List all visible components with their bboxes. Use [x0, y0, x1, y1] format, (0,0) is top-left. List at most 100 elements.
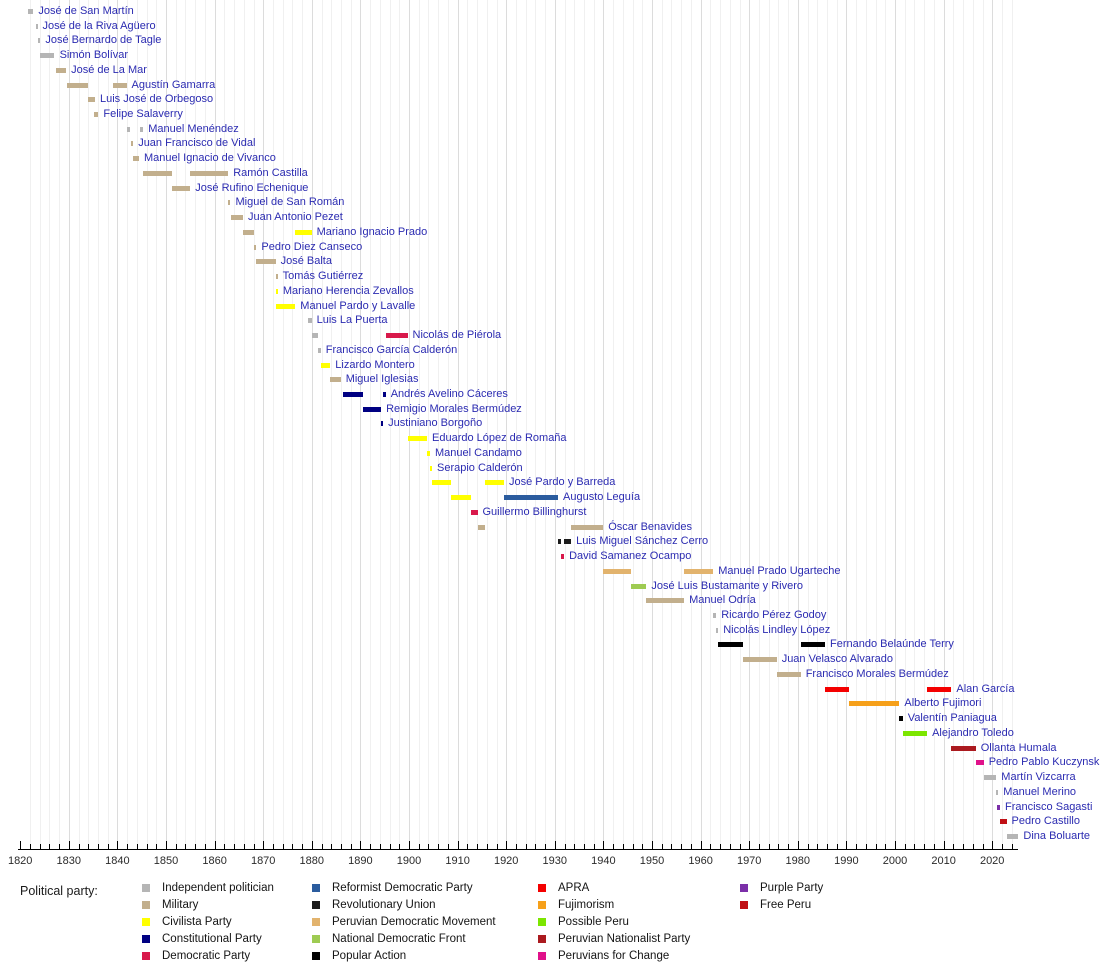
axis-tick-major	[457, 841, 459, 849]
president-label[interactable]: Óscar Benavides	[608, 520, 692, 533]
president-label[interactable]: Manuel Odría	[689, 594, 756, 607]
president-label[interactable]: Alan García	[956, 682, 1015, 695]
president-label[interactable]: Mariano Herencia Zevallos	[282, 284, 414, 297]
president-label[interactable]: Nicolás Lindley López	[723, 623, 831, 636]
president-label[interactable]: Francisco García Calderón	[325, 343, 458, 356]
term-bar	[228, 200, 231, 206]
gridline	[584, 0, 585, 849]
president-label[interactable]: José Balta	[280, 255, 332, 268]
president-label[interactable]: Fernando Belaúnde Terry	[830, 638, 954, 651]
president-label[interactable]: Miguel Iglesias	[345, 373, 419, 386]
president-label[interactable]: Manuel Merino	[1003, 785, 1077, 798]
president-label[interactable]: José de San Martín	[38, 4, 134, 17]
president-label[interactable]: Mariano Ignacio Prado	[316, 225, 428, 238]
gridline	[175, 0, 177, 849]
term-bar	[800, 642, 825, 648]
term-bar	[308, 318, 312, 324]
axis-tick-minor	[953, 844, 955, 849]
president-label[interactable]: Felipe Salaverry	[103, 108, 183, 120]
president-label[interactable]: Lizardo Montero	[335, 358, 415, 371]
axis-tick-minor	[739, 844, 741, 849]
axis-tick-major	[700, 841, 702, 849]
president-label[interactable]: Juan Antonio Pezet	[248, 211, 343, 224]
president-label[interactable]: Juan Francisco de Vidal	[138, 137, 256, 150]
gridline	[78, 0, 80, 849]
president-label[interactable]: Juan Velasco Alvarado	[781, 653, 893, 666]
term-bar	[975, 760, 984, 766]
president-label[interactable]: José Pardo y Barreda	[509, 476, 616, 489]
legend-item-label: Peruvian Nationalist Party	[558, 933, 691, 945]
president-label[interactable]: Augusto Leguía	[563, 491, 641, 504]
axis-tick-minor	[302, 844, 304, 849]
president-label[interactable]: Luis Miguel Sánchez Cerro	[576, 535, 709, 548]
president-label[interactable]: Francisco Sagasti	[1005, 800, 1093, 813]
president-label[interactable]: Manuel Prado Ugarteche	[718, 564, 841, 577]
legend-item-label: Military	[162, 899, 199, 911]
gridline	[1001, 0, 1003, 849]
president-label[interactable]: Guillermo Billinghurst	[482, 505, 587, 518]
gridline-decade	[311, 0, 313, 849]
term-bar	[558, 539, 561, 545]
president-label[interactable]: José Luis Bustamante y Rivero	[651, 579, 804, 592]
president-label[interactable]: José de La Mar	[71, 63, 147, 76]
president-label[interactable]: Agustín Gamarra	[131, 78, 216, 91]
legend-swatch	[538, 884, 546, 892]
axis-tick-major	[554, 841, 556, 849]
president-label[interactable]: Luis José de Orbegoso	[100, 93, 214, 106]
president-label[interactable]: Francisco Morales Bermúdez	[805, 667, 949, 680]
president-label[interactable]: Valentín Paniagua	[907, 712, 997, 725]
president-label[interactable]: Pedro Diez Canseco	[261, 240, 363, 253]
president-label[interactable]: David Samanez Ocampo	[569, 550, 692, 562]
legend-item-label: Peruvians for Change	[558, 950, 670, 962]
president-label[interactable]: Andrés Avelino Cáceres	[390, 387, 508, 400]
x-axis-year-label: 1970	[736, 855, 762, 867]
president-label[interactable]: Eduardo López de Romaña	[432, 432, 567, 445]
president-label[interactable]: Luis La Puerta	[316, 314, 388, 327]
president-label[interactable]: Pedro Castillo	[1011, 815, 1080, 828]
president-label[interactable]: Nicolás de Piérola	[412, 329, 502, 341]
president-label[interactable]: Manuel Menéndez	[148, 122, 239, 135]
president-label[interactable]: Manuel Pardo y Lavalle	[300, 299, 416, 312]
legend-swatch	[740, 901, 748, 909]
gridline	[253, 0, 255, 849]
axis-tick-minor	[613, 844, 615, 849]
legend-item-label: Peruvian Democratic Movement	[332, 916, 496, 928]
axis-tick-minor	[467, 844, 469, 849]
president-label[interactable]: Justiniano Borgoño	[388, 417, 483, 430]
axis-tick-minor	[972, 844, 974, 849]
gridline-decade	[652, 0, 653, 849]
president-label[interactable]: Ramón Castilla	[233, 166, 308, 179]
gridline	[292, 0, 294, 849]
legend-swatch	[538, 935, 546, 943]
president-label[interactable]: José Bernardo de Tagle	[45, 34, 162, 47]
president-label[interactable]: Pedro Pablo Kuczynski	[988, 756, 1100, 769]
axis-tick-major	[506, 841, 508, 849]
term-bar	[951, 745, 976, 751]
president-label[interactable]: Ricardo Pérez Godoy	[721, 609, 827, 621]
term-bar	[253, 244, 257, 250]
legend-swatch	[538, 952, 546, 960]
axis-tick-major	[797, 841, 799, 849]
axis-tick-minor	[175, 844, 177, 849]
president-label[interactable]: Dina Boluarte	[1023, 830, 1091, 842]
president-label[interactable]: Remigio Morales Bermúdez	[386, 402, 522, 415]
president-label[interactable]: Alejandro Toledo	[932, 726, 1014, 739]
term-bar	[126, 126, 130, 132]
president-label[interactable]: Miguel de San Román	[235, 196, 345, 209]
president-label[interactable]: Manuel Candamo	[435, 446, 522, 459]
president-label[interactable]: José Rufino Echenique	[195, 181, 309, 194]
president-label[interactable]: Tomás Gutiérrez	[282, 270, 364, 282]
president-label[interactable]: Martín Vizcarra	[1001, 771, 1076, 784]
president-label[interactable]: José de la Riva Agüero	[42, 19, 156, 32]
president-label[interactable]: Manuel Ignacio de Vivanco	[144, 152, 276, 165]
term-bar	[996, 804, 1000, 810]
axis-tick-minor	[370, 844, 372, 849]
president-label[interactable]: Ollanta Humala	[980, 741, 1057, 754]
term-bar	[295, 229, 312, 235]
term-bar	[311, 333, 318, 338]
axis-tick-minor	[836, 844, 838, 849]
president-label[interactable]: Alberto Fujimori	[904, 697, 982, 710]
president-label[interactable]: Simón Bolívar	[59, 49, 129, 61]
president-label[interactable]: Serapio Calderón	[437, 461, 523, 474]
gridline	[477, 0, 478, 849]
